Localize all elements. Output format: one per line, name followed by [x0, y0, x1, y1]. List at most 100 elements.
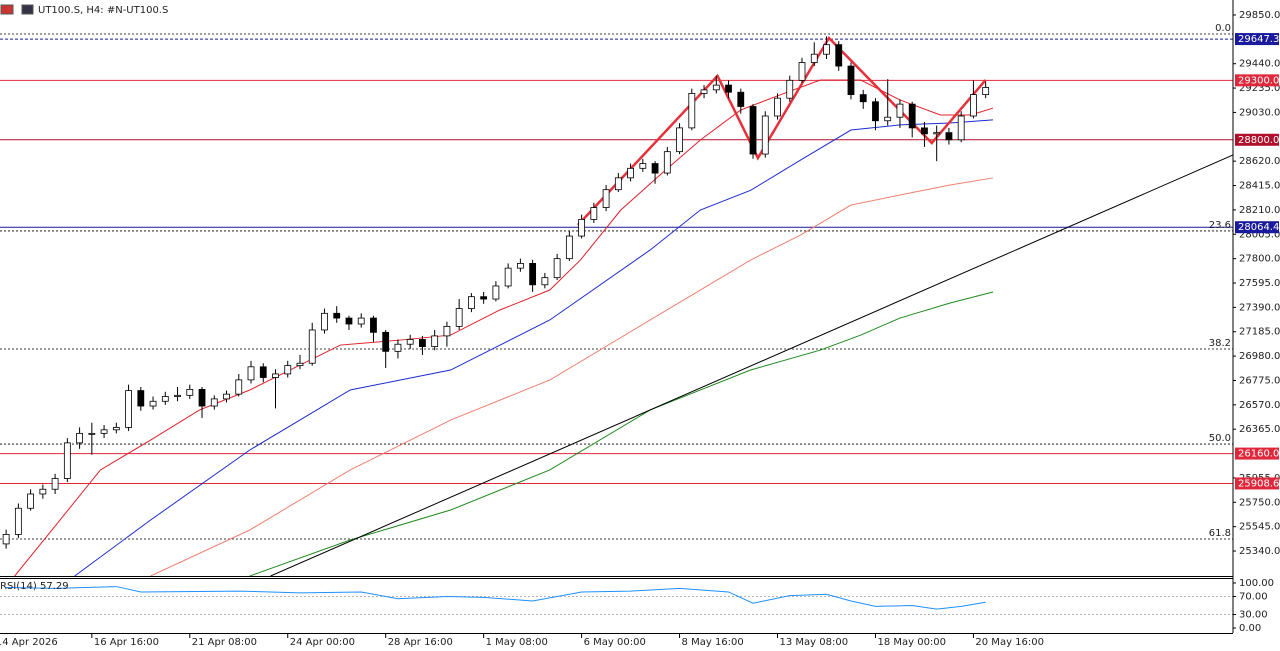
y-tick-label: 29030.0: [1239, 107, 1280, 118]
candle-body: [737, 91, 745, 107]
candle-body: [63, 442, 71, 479]
candle-body: [578, 219, 586, 237]
y-tick-label: 26775.0: [1239, 375, 1280, 386]
x-tick-label: 8 May 16:00: [682, 637, 744, 648]
candle-body: [296, 362, 304, 367]
x-tick-label: 6 May 00:00: [584, 637, 646, 648]
candle-body: [590, 207, 598, 220]
candle-body: [553, 258, 561, 279]
candle-body: [480, 296, 488, 300]
level-label: 26160.0: [1238, 449, 1279, 460]
candle-body: [308, 329, 316, 364]
y-tick-label: 25340.0: [1239, 546, 1280, 557]
level-label: 29647.3: [1238, 34, 1279, 45]
candle-body: [614, 177, 622, 191]
candle-body: [908, 103, 916, 129]
candle-body: [639, 163, 647, 169]
candle-body: [884, 116, 892, 122]
candle-body: [847, 65, 855, 96]
candle-body: [100, 429, 108, 434]
candle-body: [186, 388, 194, 396]
candle-body: [345, 317, 353, 325]
overlay-line: [249, 291, 994, 576]
candle-body: [933, 132, 941, 135]
fib-label: 38.2: [1209, 338, 1231, 349]
candle-body: [712, 84, 720, 91]
y-tick-label: 28005.0: [1239, 229, 1280, 240]
candle-body: [284, 365, 292, 375]
fib-label: 23.6: [1209, 220, 1231, 231]
candle-body: [896, 103, 904, 118]
candle-body: [321, 312, 328, 331]
candle-body: [774, 97, 781, 117]
y-tick-label: 27390.0: [1239, 302, 1280, 313]
candle-body: [272, 373, 279, 378]
y-tick-label: 29850.0: [1239, 10, 1280, 21]
candle-body: [149, 400, 157, 407]
rsi-y-tick-label: 0.00: [1239, 623, 1261, 634]
candle-body: [419, 339, 426, 347]
x-tick-label: 1 May 08:00: [486, 637, 548, 648]
candle-body: [516, 262, 524, 269]
candle-body: [541, 277, 549, 286]
x-tick-label: 20 May 16:00: [975, 637, 1044, 648]
candle-body: [504, 267, 512, 287]
x-tick-label: 18 May 00:00: [877, 637, 946, 648]
candle-body: [651, 163, 659, 174]
candle-body: [2, 533, 10, 545]
fib-label: 61.8: [1209, 528, 1231, 539]
rsi-y-tick-label: 30.00: [1239, 610, 1268, 621]
main-panel: [0, 33, 1233, 576]
overlay-line: [150, 177, 994, 576]
y-tick-label: 28210.0: [1239, 205, 1280, 216]
rsi-line: [6, 586, 986, 610]
candle-body: [957, 115, 965, 141]
y-tick-label: 27595.0: [1239, 278, 1280, 289]
x-tick-label: 14 Apr 2026: [0, 637, 58, 648]
y-tick-label: 26980.0: [1239, 351, 1280, 362]
candle-body: [443, 325, 451, 337]
candle-body: [382, 331, 390, 352]
candle-body: [39, 488, 47, 495]
candle-body: [982, 87, 990, 96]
level-label-box: [1235, 33, 1279, 46]
x-tick-label: 16 Apr 16:00: [94, 637, 159, 648]
rsi-title: RSI(14) 57.29: [0, 581, 69, 592]
x-tick-label: 28 Apr 16:00: [388, 637, 453, 648]
x-tick-label: 13 May 08:00: [780, 637, 849, 648]
y-tick-label: 29235.0: [1239, 83, 1280, 94]
candle-body: [761, 115, 769, 155]
y-tick-label: 29440.0: [1239, 59, 1280, 70]
y-tick-label: 27800.0: [1239, 254, 1280, 265]
level-label-box: [1235, 221, 1279, 234]
y-tick-label: 28620.0: [1239, 156, 1280, 167]
candle-body: [455, 308, 463, 327]
chart-title: UT100.S, H4: #N-UT100.S: [38, 5, 168, 16]
rsi-panel: [0, 586, 1233, 615]
level-label-box: [1235, 477, 1279, 490]
candle-body: [872, 101, 879, 122]
candle-body: [663, 151, 671, 174]
symbol-icon[interactable]: [0, 4, 14, 15]
candle-body: [333, 312, 341, 319]
candle-body: [823, 44, 830, 55]
candle-body: [835, 44, 843, 67]
level-label: 28064.4: [1238, 222, 1279, 233]
chart-icon[interactable]: [21, 4, 34, 15]
candle-body: [137, 390, 145, 407]
level-label: 29300.0: [1238, 75, 1279, 86]
level-label-box: [1235, 74, 1279, 87]
rsi-y-tick-label: 70.00: [1239, 591, 1268, 602]
y-tick-label: 26365.0: [1239, 424, 1280, 435]
candle-body: [688, 93, 696, 129]
candle-body: [161, 396, 169, 402]
overlay-line: [14, 79, 994, 576]
candle-body: [970, 94, 977, 117]
candle-body: [14, 507, 22, 535]
y-tick-label: 27185.0: [1239, 327, 1280, 338]
candle-body: [357, 317, 365, 325]
x-tick-label: 24 Apr 00:00: [290, 637, 355, 648]
candle-body: [676, 127, 683, 153]
